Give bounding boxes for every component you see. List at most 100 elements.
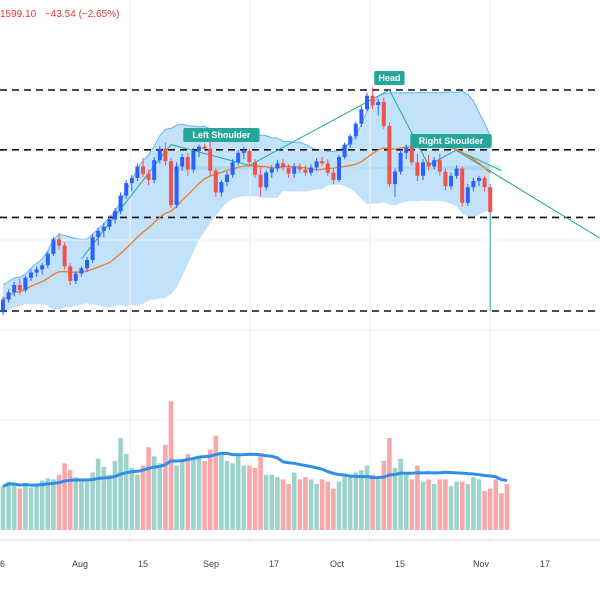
- volume-bar: [347, 477, 353, 530]
- volume-bar: [275, 477, 280, 530]
- chart-grid: [0, 0, 600, 540]
- candle-body: [191, 150, 196, 170]
- volume-bar: [123, 454, 129, 530]
- volume-bar: [34, 485, 39, 530]
- volume-bar: [381, 461, 387, 530]
- volume-bar: [504, 484, 510, 530]
- volume-bar: [269, 474, 275, 530]
- volume-bar: [185, 454, 191, 530]
- volume-bar: [118, 438, 123, 530]
- candle-body: [208, 148, 213, 171]
- candle-body: [219, 182, 224, 193]
- candle-body: [213, 170, 218, 193]
- volume-bar: [39, 480, 45, 530]
- x-tick-label: 17: [269, 559, 279, 569]
- candle-body: [152, 160, 157, 180]
- volume-bar: [465, 484, 471, 530]
- candle-body: [325, 163, 330, 173]
- pattern-labels: Left Shoulder Head Right Shoulder: [183, 71, 492, 148]
- candle-body: [359, 109, 364, 124]
- candle-body: [286, 167, 291, 174]
- candle-body: [337, 157, 341, 180]
- volume-bar: [23, 482, 28, 530]
- candle-body: [135, 166, 140, 178]
- volume-bar: [157, 463, 163, 530]
- volume-bar: [163, 444, 168, 530]
- volume-bar: [179, 461, 185, 530]
- volume-bar: [67, 470, 73, 530]
- volume-bar: [112, 461, 118, 530]
- volume-bar: [415, 465, 420, 530]
- volume-bar: [398, 458, 403, 530]
- volume-bar: [140, 465, 146, 530]
- candle-body: [79, 268, 84, 274]
- candle-body: [101, 226, 106, 231]
- candle-body: [488, 187, 493, 213]
- candles: [1, 87, 493, 316]
- volume-bar: [308, 479, 314, 530]
- volume-bar: [493, 479, 499, 530]
- left-shoulder-label: Left Shoulder: [192, 130, 250, 140]
- head-label: Head: [378, 73, 400, 83]
- candle-body: [157, 148, 162, 161]
- volume-bar: [392, 467, 398, 530]
- volume-bar: [224, 461, 230, 530]
- candle-body: [230, 162, 235, 175]
- volume-bar: [45, 478, 51, 530]
- ma-line: [2, 145, 491, 301]
- volume-bar: [437, 479, 443, 530]
- volume-bar: [0, 486, 6, 530]
- x-tick-label: Oct: [330, 559, 345, 569]
- right-shoulder-label: Right Shoulder: [419, 136, 484, 146]
- candle-body: [241, 150, 246, 153]
- volume-bar: [174, 465, 179, 530]
- volume-bar: [213, 435, 219, 530]
- volume-bar: [420, 481, 426, 530]
- volume-bar: [353, 472, 359, 530]
- volume-bar: [101, 466, 107, 530]
- candle-body: [113, 211, 117, 220]
- candle-body: [404, 147, 409, 153]
- candle-body: [309, 167, 313, 173]
- candle-body: [348, 136, 353, 145]
- volume-bar: [291, 472, 297, 530]
- time-axis: 6 Aug 15 Sep 17 Oct 15 Nov 17: [0, 539, 600, 569]
- volume-bar: [314, 484, 319, 530]
- candle-body: [471, 181, 476, 188]
- volume-bar: [342, 474, 347, 530]
- volume-bar: [359, 470, 364, 530]
- candle-body: [17, 285, 22, 291]
- volume-bar: [303, 477, 308, 530]
- candle-body: [73, 273, 78, 281]
- volume-bar: [17, 488, 23, 530]
- candle-body: [96, 230, 101, 238]
- candle-body: [141, 166, 145, 174]
- candle-body: [460, 168, 465, 203]
- volume-bar: [11, 484, 17, 530]
- candle-body: [247, 150, 252, 163]
- candle-body: [477, 177, 481, 181]
- volume-bar: [230, 463, 235, 530]
- candle-body: [40, 265, 45, 270]
- volume-bar: [202, 461, 207, 530]
- candle-body: [236, 152, 241, 163]
- candle-body: [163, 148, 168, 162]
- volume-bar: [448, 486, 454, 530]
- candle-body: [303, 169, 308, 173]
- horizontal-levels[interactable]: [0, 89, 600, 312]
- head-label-box: [374, 71, 405, 85]
- volume-bar: [482, 490, 487, 530]
- volume-bar: [286, 484, 291, 530]
- volume-bar: [258, 456, 263, 530]
- candle-body: [1, 299, 5, 311]
- volume-bars: [0, 401, 510, 530]
- candle-body: [381, 101, 386, 126]
- x-tick-label: Aug: [72, 559, 88, 569]
- candle-body: [365, 95, 369, 110]
- candle-body: [342, 144, 347, 158]
- volume-bar: [56, 474, 62, 530]
- candle-body: [320, 161, 325, 164]
- volume-bar: [403, 474, 409, 530]
- candle-body: [482, 177, 487, 188]
